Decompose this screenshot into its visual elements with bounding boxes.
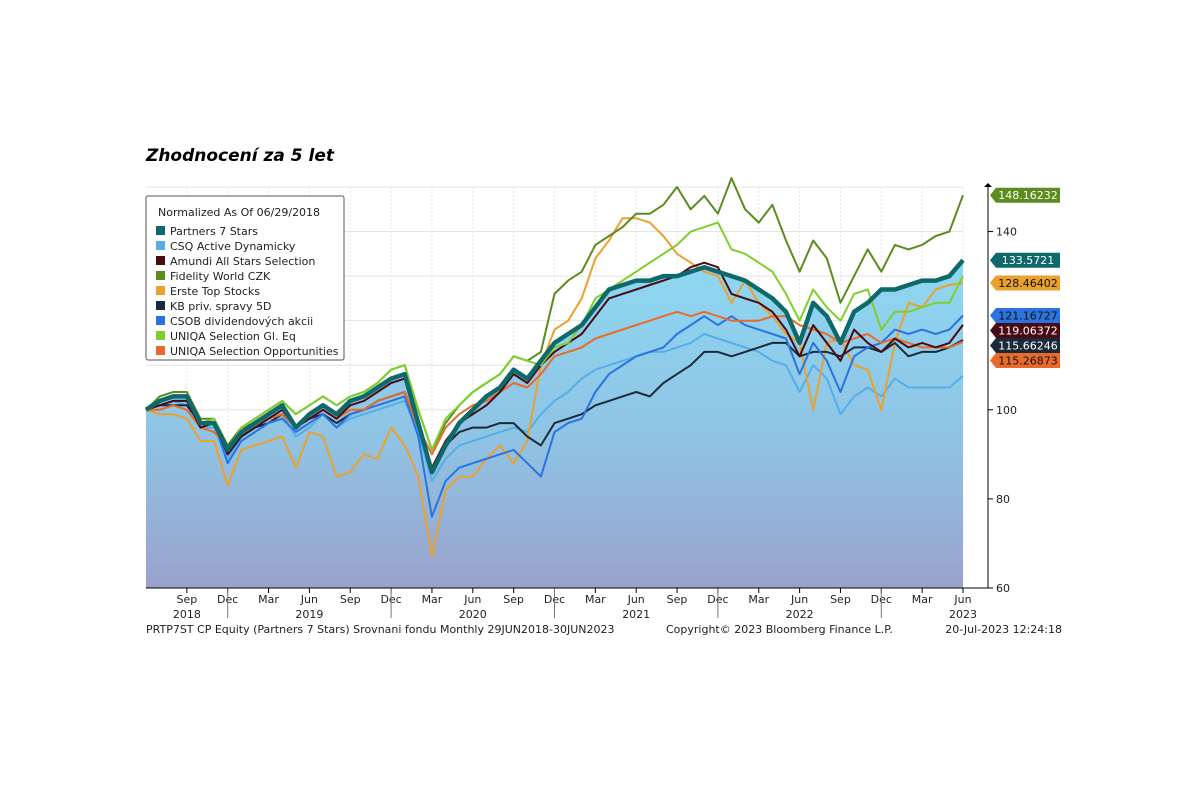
end-label-value: 115.26873 xyxy=(998,354,1058,367)
end-label-csob-dividendov-ch-akcii: 121.16727 xyxy=(990,307,1060,323)
end-label-value: 115.66246 xyxy=(998,339,1058,352)
legend-entry: UNIQA Selection Gl. Eq xyxy=(170,330,296,343)
series-line-csob-dividendov-ch-akcii xyxy=(145,314,964,518)
end-label-amundi-all-stars-selection: 119.06372 xyxy=(990,322,1060,338)
series-line-uniqa-selection-gl-eq xyxy=(145,221,964,451)
x-tick-label: Mar xyxy=(422,593,443,606)
legend-swatch xyxy=(156,271,165,280)
end-label-kb-priv-spravy-5d: 115.66246 xyxy=(990,337,1060,353)
footer-left: PRTP7ST CP Equity (Partners 7 Stars) Sro… xyxy=(146,623,615,636)
x-tick-label: Mar xyxy=(912,593,933,606)
y-tick-label: 100 xyxy=(996,404,1017,417)
legend-entry: Amundi All Stars Selection xyxy=(170,255,315,268)
y-tick-label: 80 xyxy=(996,493,1010,506)
end-label-value: 148.16232 xyxy=(998,189,1058,202)
y-tick-label: 140 xyxy=(996,226,1017,239)
end-label-value: 121.16727 xyxy=(998,309,1058,322)
y-axis-arrow xyxy=(984,183,992,187)
legend-entry: UNIQA Selection Opportunities xyxy=(170,345,339,358)
x-tick-label: Mar xyxy=(585,593,606,606)
end-label-value: 119.06372 xyxy=(998,324,1058,337)
x-year-label: 2020 xyxy=(459,608,487,621)
x-tick-label: Sep xyxy=(340,593,361,606)
x-year-label: 2022 xyxy=(786,608,814,621)
legend-title: Normalized As Of 06/29/2018 xyxy=(158,206,320,219)
x-year-label: 2021 xyxy=(622,608,650,621)
legend-entry: Erste Top Stocks xyxy=(170,285,260,298)
end-label-box xyxy=(990,337,1060,353)
end-label-box xyxy=(990,322,1060,338)
legend-swatch xyxy=(156,226,165,235)
x-tick-label: Mar xyxy=(258,593,279,606)
legend-swatch xyxy=(156,256,165,265)
legend-box xyxy=(145,195,345,361)
footer: PRTP7ST CP Equity (Partners 7 Stars) Sro… xyxy=(146,623,1062,636)
x-tick-label: Sep xyxy=(176,593,197,606)
end-label-value: 133.5721 xyxy=(1002,254,1055,267)
footer-right: 20-Jul-2023 12:24:18 xyxy=(945,623,1062,636)
end-label-box xyxy=(990,307,1060,323)
legend-swatch xyxy=(156,241,165,250)
end-label-uniqa-selection-opportunities: 115.26873 xyxy=(990,352,1060,368)
legend-swatch xyxy=(156,301,165,310)
x-tick-label: Jun xyxy=(953,593,971,606)
legend-entry: KB priv. spravy 5D xyxy=(170,300,271,313)
series-lines xyxy=(144,177,965,558)
end-label-box xyxy=(990,275,1060,291)
page-title: Zhodnocení za 5 let xyxy=(146,146,335,166)
x-tick-label: Jun xyxy=(790,593,808,606)
x-tick-label: Mar xyxy=(748,593,769,606)
x-tick-label: Jun xyxy=(463,593,481,606)
end-label-box xyxy=(990,187,1060,203)
end-label-value: 128.46402 xyxy=(998,277,1058,290)
legend-entry: CSOB dividendových akcii xyxy=(170,315,313,328)
end-labels: 148.16232 133.5721 128.46402 121.16727 119.0… xyxy=(990,187,1060,368)
legend-swatch xyxy=(156,316,165,325)
series-line-uniqa-selection-opportunities xyxy=(146,310,964,456)
series-line-partners-7-stars xyxy=(144,258,965,475)
end-label-box xyxy=(990,252,1060,268)
end-label-erste-top-stocks: 128.46402 xyxy=(990,275,1060,291)
series-line-amundi-all-stars-selection xyxy=(145,261,964,469)
x-year-label: 2018 xyxy=(173,608,201,621)
legend: Normalized As Of 06/29/2018 Partners 7 St… xyxy=(145,195,345,361)
legend-entry: CSQ Active Dynamicky xyxy=(170,240,296,253)
y-tick-label: 60 xyxy=(996,582,1010,595)
legend-swatch xyxy=(156,286,165,295)
end-label-fidelity-world-czk: 148.16232 xyxy=(990,187,1060,203)
x-tick-label: Sep xyxy=(830,593,851,606)
x-tick-label: Jun xyxy=(300,593,318,606)
footer-center: Copyright© 2023 Bloomberg Finance L.P. xyxy=(666,623,893,636)
x-tick-label: Sep xyxy=(667,593,688,606)
legend-entry: Partners 7 Stars xyxy=(170,225,258,238)
x-tick-label: Sep xyxy=(503,593,524,606)
legend-entry: Fidelity World CZK xyxy=(170,270,271,283)
x-year-label: 2023 xyxy=(949,608,977,621)
x-tick-label: Jun xyxy=(627,593,645,606)
x-year-label: 2019 xyxy=(295,608,323,621)
legend-swatch xyxy=(156,331,165,340)
end-label-box xyxy=(990,352,1060,368)
end-label-partners-7-stars: 133.5721 xyxy=(990,252,1060,268)
legend-swatch xyxy=(156,346,165,355)
